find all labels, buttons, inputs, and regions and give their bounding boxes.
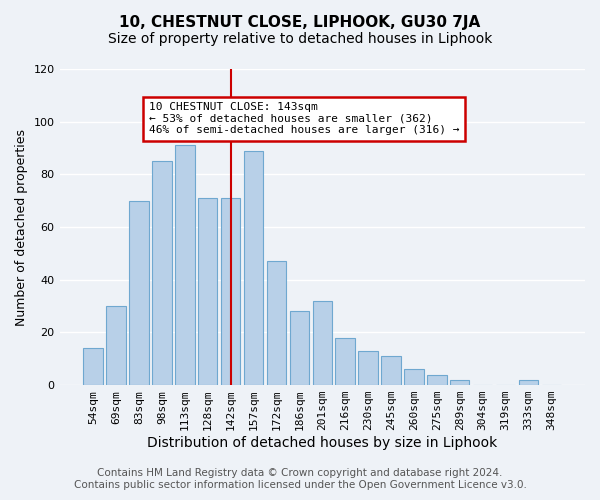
Bar [267,262,286,385]
Bar [198,198,217,385]
Bar [290,312,309,385]
Bar [244,150,263,385]
Bar [106,306,126,385]
Bar [358,351,378,385]
Bar [335,338,355,385]
Bar [221,198,241,385]
Text: 10 CHESTNUT CLOSE: 143sqm
← 53% of detached houses are smaller (362)
46% of semi: 10 CHESTNUT CLOSE: 143sqm ← 53% of detac… [149,102,460,136]
Bar [152,161,172,385]
Y-axis label: Number of detached properties: Number of detached properties [15,128,28,326]
Bar [450,380,469,385]
Text: Contains HM Land Registry data © Crown copyright and database right 2024.
Contai: Contains HM Land Registry data © Crown c… [74,468,526,490]
Bar [83,348,103,385]
Bar [404,370,424,385]
Text: Size of property relative to detached houses in Liphook: Size of property relative to detached ho… [108,32,492,46]
Bar [175,146,194,385]
Text: 10, CHESTNUT CLOSE, LIPHOOK, GU30 7JA: 10, CHESTNUT CLOSE, LIPHOOK, GU30 7JA [119,15,481,30]
Bar [519,380,538,385]
Bar [427,374,446,385]
Bar [313,301,332,385]
Bar [129,200,149,385]
Bar [381,356,401,385]
X-axis label: Distribution of detached houses by size in Liphook: Distribution of detached houses by size … [147,436,497,450]
